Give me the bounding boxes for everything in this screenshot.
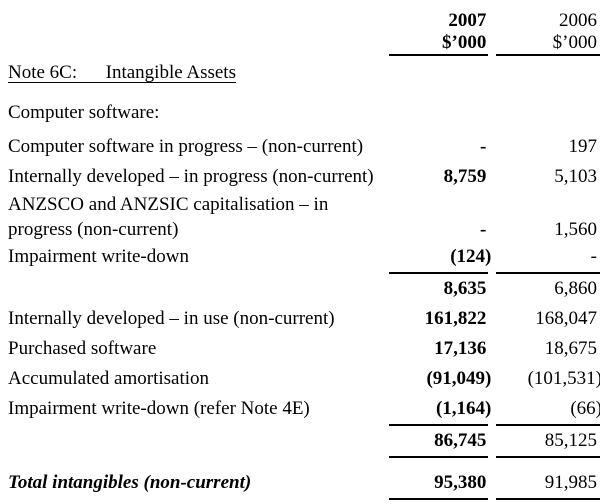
- value-2007: -: [480, 136, 487, 157]
- value-2007: -: [480, 219, 487, 240]
- header-unit-row: $’000 $’000: [8, 32, 600, 56]
- row-label: ANZSCO and ANZSIC capitalisation – in pr…: [8, 194, 329, 240]
- row-impairment-write-down: Impairment write-down (124) -: [8, 242, 600, 274]
- row-label: Internally developed – in use (non-curre…: [8, 308, 335, 329]
- column-unit-2006: $’000: [496, 32, 600, 56]
- row-internally-developed-in-progress: Internally developed – in progress (non-…: [8, 162, 600, 192]
- value-2006: 5,103: [554, 166, 597, 187]
- row-accumulated-amortisation: Accumulated amortisation (91,049) (101,5…: [8, 364, 600, 394]
- value-2007: (1,164): [388, 394, 491, 426]
- row-internally-developed-in-use: Internally developed – in use (non-curre…: [8, 304, 600, 334]
- value-2006: (66): [496, 394, 600, 426]
- value-2007: (91,049): [426, 368, 492, 389]
- value-2006: 18,675: [544, 338, 597, 359]
- value-2007: 17,136: [434, 338, 487, 359]
- row-subtotal-in-progress: 8,635 6,860: [8, 274, 600, 304]
- row-label: Internally developed – in progress (non-…: [8, 166, 374, 187]
- value-2007: 95,380: [388, 468, 489, 500]
- value-2007: 8,635: [443, 278, 487, 299]
- value-2006: -: [496, 242, 600, 274]
- value-2006: 1,560: [554, 219, 597, 240]
- column-unit-2007: $’000: [388, 32, 489, 56]
- row-anzsco-anzsic-capitalisation: ANZSCO and ANZSIC capitalisation – in pr…: [8, 192, 600, 242]
- row-label: Total intangibles (non-current): [8, 472, 252, 493]
- column-header-2006: 2006: [559, 10, 597, 31]
- section-label: Computer software:: [8, 102, 160, 123]
- row-label: Impairment write-down: [8, 246, 189, 267]
- value-2006: 91,985: [496, 468, 600, 500]
- value-2006: (101,531): [527, 368, 600, 389]
- value-2007: 161,822: [424, 308, 487, 329]
- intangible-assets-table: Computer software in progress – (non-cur…: [8, 132, 600, 500]
- row-label: Impairment write-down (refer Note 4E): [8, 398, 310, 419]
- row-subtotal-in-use: 86,745 85,125: [8, 426, 600, 458]
- row-impairment-write-down-note-4e: Impairment write-down (refer Note 4E) (1…: [8, 394, 600, 426]
- value-2007: 86,745: [388, 426, 489, 458]
- row-computer-software-in-progress: Computer software in progress – (non-cur…: [8, 132, 600, 162]
- value-2006: 197: [568, 136, 598, 157]
- row-purchased-software: Purchased software 17,136 18,675: [8, 334, 600, 364]
- row-label: Accumulated amortisation: [8, 368, 210, 389]
- value-2006: 6,860: [554, 278, 597, 299]
- value-2007: 8,759: [443, 166, 487, 187]
- row-total-intangibles: Total intangibles (non-current) 95,380 9…: [8, 468, 600, 500]
- note-title: Note 6C: Intangible Assets: [8, 60, 600, 86]
- header-year-row: 2007 2006: [8, 10, 600, 32]
- row-label: Purchased software: [8, 338, 157, 359]
- row-label: Computer software in progress – (non-cur…: [8, 136, 364, 157]
- value-2007: (124): [388, 242, 491, 274]
- value-2006: 168,047: [535, 308, 597, 329]
- column-header-2007: 2007: [448, 10, 487, 31]
- note-title-text: Note 6C: Intangible Assets: [8, 62, 236, 83]
- value-2006: 85,125: [496, 426, 600, 458]
